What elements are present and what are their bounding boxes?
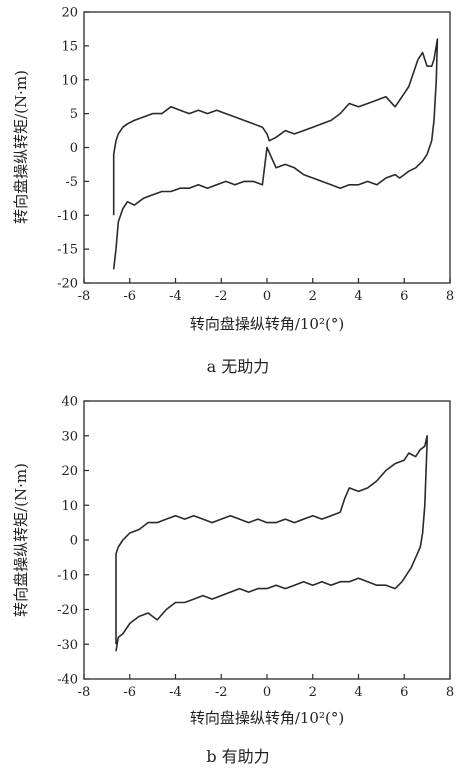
panel-b-xtick-label: 6 <box>400 685 408 700</box>
panel-a-ytick-label: -10 <box>57 209 78 224</box>
panel-b-ytick-label: 20 <box>61 464 78 479</box>
panel-a-xtick-label: -2 <box>215 289 228 304</box>
panel-a-xlabel: 转向盘操纵转角/10²(°) <box>190 315 344 333</box>
panel-a-ytick-label: 15 <box>61 39 78 54</box>
panel-a-caption: a 无助力 <box>207 357 270 376</box>
panel-b-ytick-label: -30 <box>57 638 78 653</box>
panel-a-xtick-label: 4 <box>354 289 362 304</box>
panel-b-ytick-label: 40 <box>61 395 78 410</box>
panel-b-xtick-label: 2 <box>309 685 317 700</box>
panel-b-ytick-label: -20 <box>57 603 78 618</box>
panel-a-ytick-label: 10 <box>61 73 78 88</box>
panel-a-xtick-label: -6 <box>123 289 136 304</box>
panel-a-xtick-label: -4 <box>169 289 182 304</box>
panel-a-xtick-label: -8 <box>78 289 91 304</box>
panel-a-xtick-label: 2 <box>309 289 317 304</box>
panel-b-ytick-label: 10 <box>61 499 78 514</box>
panel-b-ytick-label: 30 <box>61 429 78 444</box>
panel-a-xtick-label: 8 <box>446 289 454 304</box>
panel-a-ytick-label: -15 <box>57 243 78 258</box>
panel-b-xtick-label: -4 <box>169 685 182 700</box>
panel-b-xlabel: 转向盘操纵转角/10²(°) <box>190 709 344 727</box>
panel-a-ytick-label: 0 <box>70 141 78 156</box>
panel-a-ytick-label: 5 <box>70 107 78 122</box>
panel-b-ylabel: 转向盘操纵转矩/(N·m) <box>12 463 30 617</box>
panel-a-ytick-label: -5 <box>65 175 78 190</box>
panel-b-xtick-label: -6 <box>123 685 136 700</box>
panel-b-xtick-label: -2 <box>215 685 228 700</box>
panel-b-ytick-label: -10 <box>57 568 78 583</box>
panel-b-ticks <box>83 400 451 680</box>
panel-b-xtick-label: -8 <box>78 685 91 700</box>
panel-b-caption: b 有助力 <box>206 747 269 766</box>
panel-a-ylabel: 转向盘操纵转矩/(N·m) <box>12 70 30 224</box>
panel-b-xtick-label: 8 <box>446 685 454 700</box>
panel-a-ytick-label: -20 <box>57 277 78 292</box>
panel-a-series-line <box>112 38 439 270</box>
panel-b-plot-frame <box>83 400 451 680</box>
panel-a-ticks <box>83 11 451 284</box>
panel-a-ytick-label: 20 <box>61 6 78 21</box>
panel-b-ytick-label: -40 <box>57 673 78 688</box>
panel-a-xtick-label: 0 <box>263 289 271 304</box>
panel-b-xtick-label: 0 <box>263 685 271 700</box>
panel-b-ytick-label: 0 <box>70 534 78 549</box>
panel-a-xtick-label: 6 <box>400 289 408 304</box>
panel-b-xtick-label: 4 <box>354 685 362 700</box>
panel-b-series-line <box>115 435 428 652</box>
